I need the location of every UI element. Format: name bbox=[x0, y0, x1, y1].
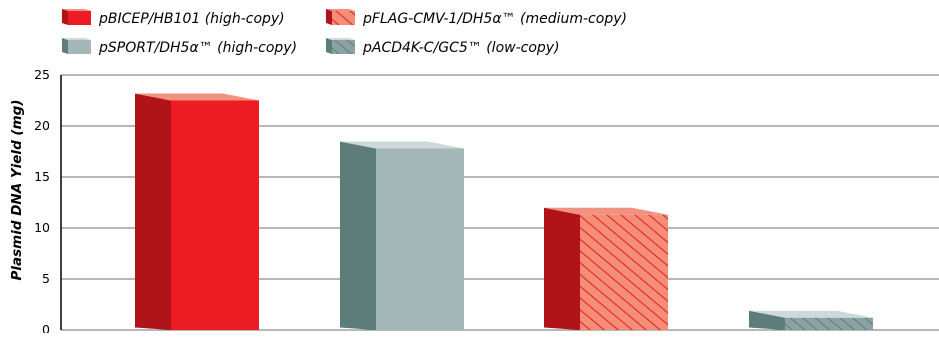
legend-swatch bbox=[68, 11, 91, 25]
bar-4 bbox=[749, 310, 873, 330]
y-tick-label: 5 bbox=[42, 271, 50, 286]
bar-side bbox=[544, 207, 580, 330]
legend-item: pACD4K-C/GC5™ (low-copy) bbox=[326, 38, 560, 56]
legend-item: pBICEP/HB101 (high-copy) bbox=[62, 9, 285, 27]
bar-front bbox=[580, 214, 668, 330]
legend-swatch bbox=[68, 40, 91, 54]
legend-swatch-top bbox=[326, 9, 355, 11]
legend-label: pSPORT/DH5α™ (high-copy) bbox=[98, 40, 297, 56]
legend-swatch-top bbox=[62, 38, 91, 40]
legend-swatch-top bbox=[326, 38, 355, 40]
bars-layer bbox=[135, 93, 873, 330]
legend-swatch-side bbox=[326, 9, 332, 25]
bar-top bbox=[544, 207, 668, 215]
axis-layer: 0 5 10 15 20 25 bbox=[34, 67, 62, 337]
legend-item: pSPORT/DH5α™ (high-copy) bbox=[62, 38, 297, 56]
bar-side bbox=[749, 310, 785, 330]
y-tick-label: 10 bbox=[34, 220, 50, 235]
bar-top bbox=[135, 93, 259, 101]
legend-swatch bbox=[332, 40, 355, 54]
bar-1 bbox=[135, 93, 259, 330]
bar-top bbox=[340, 141, 464, 149]
legend-label: pFLAG-CMV-1/DH5α™ (medium-copy) bbox=[362, 11, 627, 27]
bar-side bbox=[135, 93, 171, 330]
y-tick-label: 20 bbox=[34, 118, 50, 133]
legend-swatch-side bbox=[62, 38, 68, 54]
bar-2 bbox=[340, 141, 464, 330]
legend-label: pBICEP/HB101 (high-copy) bbox=[98, 11, 285, 27]
legend-label: pACD4K-C/GC5™ (low-copy) bbox=[362, 40, 560, 56]
bar-front bbox=[171, 100, 259, 330]
y-axis-label: Plasmid DNA Yield (mg) bbox=[9, 100, 25, 281]
legend-swatch-top bbox=[62, 9, 91, 11]
legend-swatch-side bbox=[62, 9, 68, 25]
legend-swatch-side bbox=[326, 38, 332, 54]
y-tick-label: 15 bbox=[34, 169, 50, 184]
legend-item: pFLAG-CMV-1/DH5α™ (medium-copy) bbox=[326, 9, 627, 27]
legend: pBICEP/HB101 (high-copy) pFLAG-CMV-1/DH5α… bbox=[62, 9, 627, 56]
y-tick-label: 25 bbox=[34, 67, 50, 82]
legend-swatch bbox=[332, 11, 355, 25]
y-tick-label: 0 bbox=[42, 322, 50, 333]
bar-3 bbox=[544, 207, 668, 330]
bar-front bbox=[785, 317, 873, 330]
bar-top bbox=[749, 310, 873, 318]
bar-front bbox=[376, 148, 464, 330]
bar-side bbox=[340, 141, 376, 330]
